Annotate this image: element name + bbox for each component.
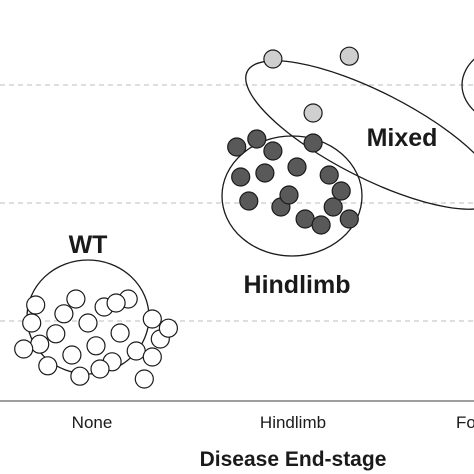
data-point [295, 209, 315, 229]
data-point [303, 103, 323, 123]
data-point [323, 197, 343, 217]
group-ellipse-mixed [245, 60, 474, 210]
data-points [14, 46, 359, 389]
data-point [86, 336, 106, 356]
group-label-wt: WT [69, 231, 108, 259]
data-point [311, 215, 331, 235]
data-point [62, 345, 82, 365]
x-axis-title: Disease End-stage [200, 448, 387, 471]
data-point [46, 324, 66, 344]
data-point [134, 369, 154, 389]
data-point [231, 167, 251, 187]
data-point [227, 137, 247, 157]
data-point [78, 313, 98, 333]
data-point [54, 304, 74, 324]
data-point [38, 356, 58, 376]
data-point [319, 165, 339, 185]
group-label-mixed: Mixed [367, 124, 438, 152]
data-point [66, 289, 86, 309]
data-point [30, 334, 50, 354]
data-point [14, 339, 34, 359]
data-point [303, 133, 323, 153]
data-point [263, 141, 283, 161]
grid-lines [0, 84, 474, 322]
data-point [110, 323, 130, 343]
data-point [263, 49, 283, 69]
data-point [158, 318, 178, 338]
data-point [142, 347, 162, 367]
x-tick-labels: None Hindlimb Fo [72, 413, 474, 432]
x-tick-label-hindlimb: Hindlimb [260, 413, 326, 432]
data-point [142, 309, 162, 329]
data-point [70, 366, 90, 386]
data-point [287, 157, 307, 177]
data-point [247, 129, 267, 149]
data-point [255, 163, 275, 183]
x-tick-label-fo: Fo [456, 413, 474, 432]
data-point [126, 341, 146, 361]
group-ellipse-fo [461, 58, 474, 112]
group-label-hindlimb: Hindlimb [244, 271, 351, 299]
data-point [106, 293, 126, 313]
data-point [239, 191, 259, 211]
data-point [331, 181, 351, 201]
data-point [339, 209, 359, 229]
data-point [339, 46, 359, 66]
data-point [90, 359, 110, 379]
data-point [279, 185, 299, 205]
data-point [22, 313, 42, 333]
x-tick-label-none: None [72, 413, 113, 432]
data-point [26, 295, 46, 315]
